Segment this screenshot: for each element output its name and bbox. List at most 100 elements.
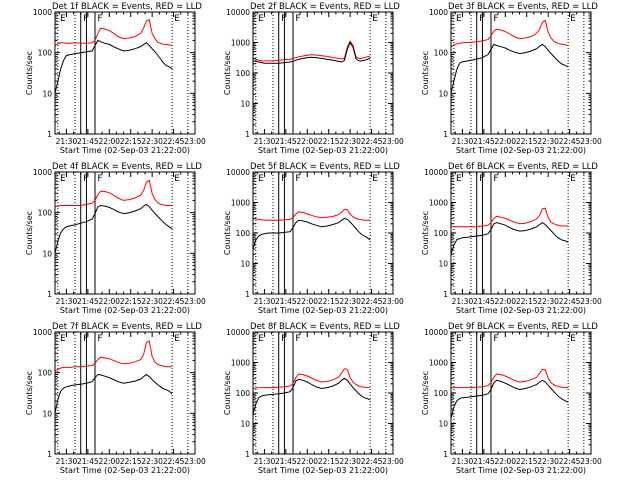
y-tick-label: 1000: [429, 8, 448, 17]
x-tick-label: 21:45: [275, 297, 297, 306]
y-axis-label: Counts/sec: [421, 51, 430, 95]
x-tick-label: 22:00: [494, 137, 516, 146]
x-tick-label: 21:45: [77, 297, 99, 306]
marker-label: F: [97, 174, 102, 184]
y-tick-label: 1: [443, 290, 448, 299]
marker-label: F: [83, 14, 88, 24]
y-tick-label: 1: [443, 130, 448, 139]
x-axis-label: Start Time (02-Sep-03 21:22:00): [60, 306, 190, 315]
panel-9: Det 9f BLACK = Events, RED = LLD E F F E 1 10 1…: [421, 322, 602, 475]
marker-label: F: [281, 14, 286, 24]
x-tick-label: 22:30: [141, 457, 163, 466]
y-tick-label: 100: [38, 369, 53, 378]
marker-label: F: [479, 334, 484, 344]
y-tick-label: 1: [47, 290, 52, 299]
marker-label: E: [456, 174, 462, 184]
panel-8: Det 8f BLACK = Events, RED = LLD E F F E 1 10 1…: [223, 322, 404, 475]
panel-title: Det 6f BLACK = Events, RED = LLD: [448, 162, 598, 172]
x-tick-label: 21:45: [473, 297, 495, 306]
marker-label: F: [83, 174, 88, 184]
events-series-line: [252, 377, 371, 415]
y-axis-label: Counts/sec: [223, 211, 232, 255]
x-tick-label: 22:45: [361, 137, 383, 146]
y-tick-label: 1: [245, 290, 250, 299]
y-axis-label: Counts/sec: [223, 371, 232, 415]
marker-label: E: [456, 14, 462, 24]
x-tick-label: 22:15: [120, 137, 142, 146]
y-tick-label: 1000: [33, 328, 52, 337]
x-axis-label: Start Time (02-Sep-03 21:22:00): [258, 306, 388, 315]
x-tick-label: 23:00: [382, 297, 404, 306]
plot-frame: [252, 331, 394, 455]
marker-label: E: [570, 14, 576, 24]
x-tick-label: 22:15: [120, 297, 142, 306]
x-tick-label: 22:30: [537, 457, 559, 466]
x-tick-label: 23:00: [382, 457, 404, 466]
marker-label: E: [258, 14, 264, 24]
y-tick-label: 1000: [33, 168, 52, 177]
x-tick-label: 21:30: [56, 457, 78, 466]
x-tick-label: 22:45: [163, 297, 185, 306]
y-tick-label: 10: [438, 260, 448, 269]
plot-frame: [252, 11, 394, 135]
y-tick-label: 10: [240, 420, 250, 429]
panel-title: Det 1f BLACK = Events, RED = LLD: [52, 2, 202, 12]
x-tick-label: 21:45: [275, 137, 297, 146]
panel-3: Det 3f BLACK = Events, RED = LLD E F F E 1 10 1…: [421, 2, 602, 155]
y-tick-label: 1000: [231, 39, 250, 48]
y-axis-label: Counts/sec: [25, 371, 34, 415]
marker-label: E: [570, 174, 576, 184]
x-axis-label: Start Time (02-Sep-03 21:22:00): [60, 146, 190, 155]
marker-label: F: [295, 334, 300, 344]
y-tick-label: 10: [42, 409, 52, 418]
y-tick-label: 10: [438, 420, 448, 429]
y-tick-label: 100: [434, 389, 449, 398]
events-series-line: [450, 379, 569, 419]
x-tick-label: 23:00: [184, 457, 206, 466]
marker-label: F: [97, 14, 102, 24]
x-tick-label: 22:15: [516, 297, 538, 306]
x-tick-label: 22:30: [537, 137, 559, 146]
marker-label: E: [372, 334, 378, 344]
marker-label: F: [281, 174, 286, 184]
y-tick-label: 1: [245, 450, 250, 459]
x-tick-label: 21:30: [56, 297, 78, 306]
marker-label: F: [295, 14, 300, 24]
x-tick-label: 21:30: [254, 297, 276, 306]
y-tick-label: 10000: [424, 328, 448, 337]
events-series-line: [54, 373, 173, 414]
x-tick-label: 22:15: [120, 457, 142, 466]
marker-label: E: [372, 174, 378, 184]
x-tick-label: 22:30: [339, 297, 361, 306]
y-tick-label: 1000: [231, 359, 250, 368]
x-tick-label: 22:00: [296, 297, 318, 306]
panel-1: Det 1f BLACK = Events, RED = LLD E F F E 1 10 1…: [25, 2, 206, 155]
events-series-line: [54, 203, 173, 254]
events-series-line: [252, 41, 371, 64]
y-tick-label: 10000: [424, 168, 448, 177]
y-tick-label: 10000: [226, 168, 250, 177]
y-tick-label: 10: [42, 89, 52, 98]
x-tick-label: 22:45: [361, 297, 383, 306]
panel-title: Det 5f BLACK = Events, RED = LLD: [250, 162, 400, 172]
marker-label: E: [456, 334, 462, 344]
marker-label: E: [258, 334, 264, 344]
x-tick-label: 22:45: [559, 457, 581, 466]
y-tick-label: 1000: [429, 199, 448, 208]
marker-label: E: [174, 174, 180, 184]
x-tick-label: 21:45: [473, 137, 495, 146]
panel-title: Det 8f BLACK = Events, RED = LLD: [250, 322, 400, 332]
y-tick-label: 100: [236, 389, 251, 398]
x-tick-label: 22:15: [516, 457, 538, 466]
plot-frame: [450, 11, 592, 135]
panel-title: Det 3f BLACK = Events, RED = LLD: [448, 2, 598, 12]
y-tick-label: 100: [434, 49, 449, 58]
x-tick-label: 21:45: [77, 137, 99, 146]
y-tick-label: 1: [245, 130, 250, 139]
marker-label: F: [493, 14, 498, 24]
x-tick-label: 21:30: [452, 297, 474, 306]
lld-series-line: [54, 340, 173, 372]
lld-series-line: [54, 18, 173, 46]
lld-series-line: [451, 207, 569, 228]
lld-series-line: [451, 368, 569, 389]
